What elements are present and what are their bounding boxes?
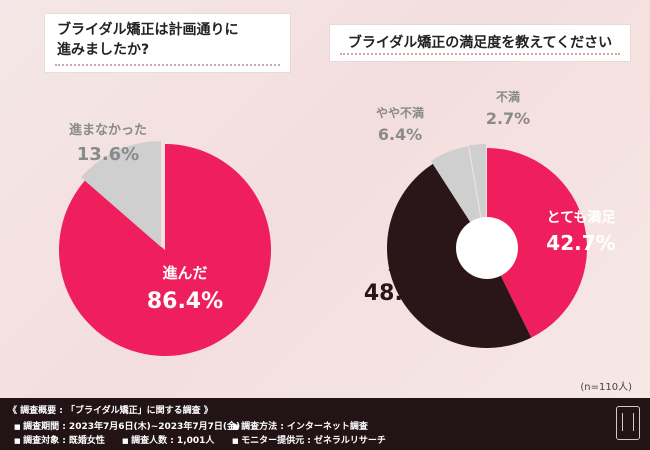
pie1-label-1: 進まなかった [69, 122, 147, 138]
pie2-center-hole [456, 217, 518, 279]
pie2-value-2: 6.4% [378, 125, 422, 144]
pie2-slice-2 [430, 146, 485, 245]
pie2-value-3: 2.7% [486, 109, 530, 128]
pie2-label-2: やや不満 [376, 105, 424, 120]
pie1-value-0: 86.4% [147, 289, 223, 314]
left-chart-title: ブライダル矯正は計画通りに 進みましたか? [45, 14, 290, 72]
title-divider [340, 53, 620, 55]
right-chart-title: ブライダル矯正の満足度を教えてください [330, 25, 630, 61]
footer-provider: モニター提供元 : ゼネラルリサーチ [232, 433, 386, 446]
footer-period: 調査期間 : 2023年7月6日(木)~2023年7月7日(金) [14, 419, 240, 432]
footer-method: 調査方法 : インターネット調査 [232, 419, 368, 432]
sample-size-note: (n=110人) [580, 382, 632, 393]
footer-heading: 《 調査概要 : 「ブライダル矯正」に関する調査 》 [8, 406, 213, 416]
brand-logo-icon [616, 406, 640, 440]
pie1-label-0: 進んだ [162, 264, 207, 282]
pie2-label-1: 満足 [388, 257, 417, 274]
right-title-text: ブライダル矯正の満足度を教えてください [347, 35, 613, 51]
pie2-value-1: 48.2% [364, 281, 440, 306]
title-divider [55, 64, 280, 66]
left-title-line2: 進みましたか? [57, 42, 150, 58]
left-title-line1: ブライダル矯正は計画通りに [57, 22, 239, 38]
footer-target: 調査対象 : 既婚女性 [14, 433, 105, 446]
pie2-label-3: 不満 [496, 89, 520, 104]
pie1-value-1: 13.6% [77, 144, 139, 165]
pie2-value-0: 42.7% [546, 231, 615, 255]
pie2-label-0: とても満足 [547, 209, 617, 226]
charts-canvas: 進んだ 86.4% 進まなかった 13.6% とても満足 42.7% 満足 48.2% やや不満… [59, 89, 617, 356]
pie2-slice-0 [487, 148, 587, 338]
survey-footer: 《 調査概要 : 「ブライダル矯正」に関する調査 》 調査期間 : 2023年7… [0, 398, 650, 450]
pie1-slice-1 [81, 141, 161, 247]
footer-count: 調査人数 : 1,001人 [122, 433, 214, 446]
pie1-slice-0 [59, 144, 272, 356]
